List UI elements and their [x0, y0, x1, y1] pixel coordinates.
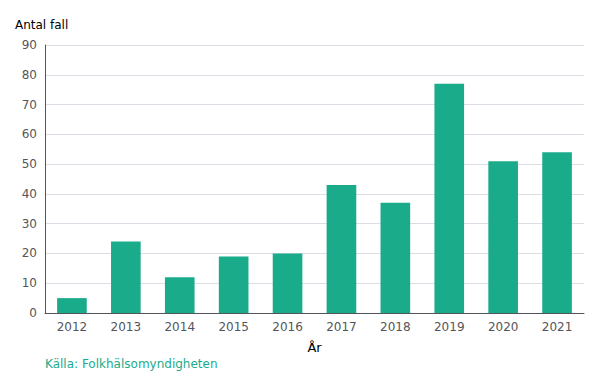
svg-text:40: 40 — [22, 187, 37, 201]
svg-text:2019: 2019 — [434, 320, 465, 334]
svg-text:80: 80 — [22, 68, 37, 82]
svg-text:2021: 2021 — [542, 320, 573, 334]
svg-text:Antal fall: Antal fall — [15, 18, 68, 32]
svg-text:20: 20 — [22, 246, 37, 260]
svg-text:2017: 2017 — [326, 320, 357, 334]
svg-text:År: År — [307, 340, 322, 355]
svg-text:10: 10 — [22, 276, 37, 290]
svg-text:50: 50 — [22, 157, 37, 171]
svg-text:2012: 2012 — [57, 320, 88, 334]
svg-text:2018: 2018 — [380, 320, 411, 334]
svg-text:90: 90 — [22, 38, 37, 52]
svg-text:70: 70 — [22, 98, 37, 112]
svg-text:2016: 2016 — [272, 320, 303, 334]
svg-text:2020: 2020 — [488, 320, 519, 334]
svg-text:60: 60 — [22, 127, 37, 141]
svg-text:2014: 2014 — [164, 320, 195, 334]
svg-text:0: 0 — [29, 306, 37, 320]
svg-text:2015: 2015 — [218, 320, 249, 334]
svg-text:Källa: Folkhälsomyndigheten: Källa: Folkhälsomyndigheten — [45, 357, 218, 371]
svg-text:30: 30 — [22, 217, 37, 231]
svg-text:2013: 2013 — [111, 320, 142, 334]
